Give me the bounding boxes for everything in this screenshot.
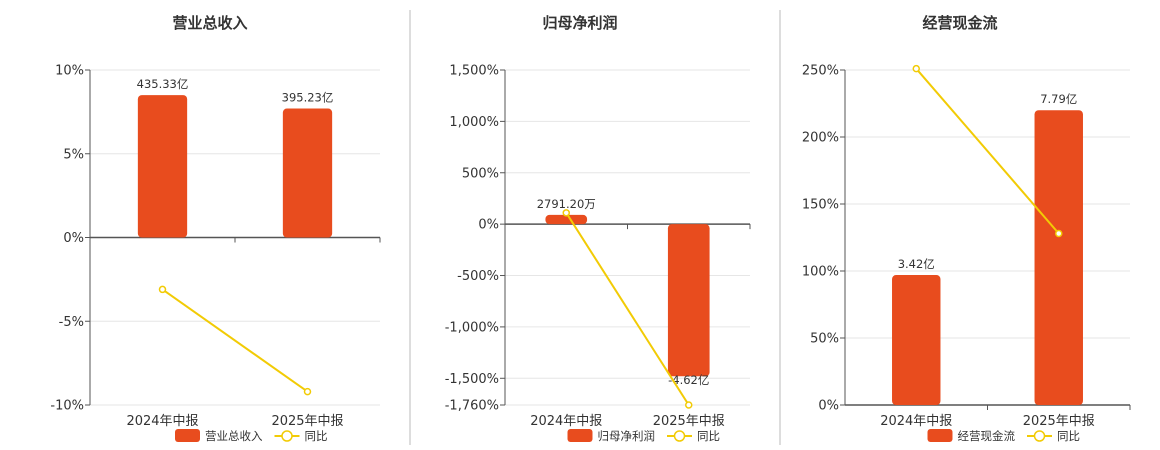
bar-data-label: -4.62亿 bbox=[668, 373, 709, 387]
y-tick-label: -1,760% bbox=[445, 399, 499, 414]
y-tick-label: 5% bbox=[63, 147, 84, 162]
y-tick-label: 10% bbox=[55, 64, 84, 79]
yoy-point bbox=[912, 64, 920, 73]
legend-bar-label: 营业总收入 bbox=[205, 429, 263, 443]
legend-bar-swatch bbox=[567, 429, 593, 442]
yoy-line bbox=[915, 68, 1060, 235]
bar bbox=[667, 224, 710, 377]
x-category-label: 2025年中报 bbox=[1023, 414, 1095, 429]
legend-line-label: 同比 bbox=[1057, 429, 1080, 443]
y-tick-label: 1,500% bbox=[449, 64, 499, 79]
y-tick-label: 500% bbox=[462, 166, 499, 181]
bar-data-label: 7.79亿 bbox=[1040, 92, 1077, 106]
legend-bar-label: 经营现金流 bbox=[958, 429, 1016, 443]
yoy-point bbox=[1055, 229, 1063, 238]
yoy-line bbox=[161, 288, 309, 393]
yoy-point bbox=[562, 209, 570, 217]
bar bbox=[1034, 110, 1083, 405]
chart-title: 归母净利润 bbox=[542, 14, 617, 32]
y-tick-label: -1,000% bbox=[445, 320, 499, 335]
bar-data-label: 3.42亿 bbox=[898, 257, 935, 271]
bar bbox=[282, 108, 333, 238]
legend-bar-label: 归母净利润 bbox=[598, 429, 656, 443]
y-tick-label: 0% bbox=[818, 399, 839, 414]
y-tick-label: 0% bbox=[63, 231, 84, 246]
y-tick-label: -500% bbox=[457, 269, 499, 284]
legend-line-marker bbox=[1033, 430, 1046, 442]
y-tick-label: 1,000% bbox=[449, 115, 499, 130]
legend-bar-swatch bbox=[175, 429, 200, 442]
y-tick-label: -1,500% bbox=[445, 372, 499, 387]
x-category-label: 2024年中报 bbox=[530, 414, 602, 429]
chart-title: 经营现金流 bbox=[922, 14, 997, 32]
bar-data-label: 435.33亿 bbox=[137, 77, 189, 91]
legend-line-marker bbox=[673, 430, 686, 442]
y-tick-label: 150% bbox=[802, 198, 839, 213]
yoy-point bbox=[685, 401, 693, 409]
x-category-label: 2024年中报 bbox=[126, 414, 198, 429]
y-tick-label: 100% bbox=[802, 265, 839, 280]
y-tick-label: 0% bbox=[478, 218, 499, 233]
legend-line-label: 同比 bbox=[697, 429, 720, 443]
y-tick-label: 200% bbox=[802, 131, 839, 146]
chart-title: 营业总收入 bbox=[172, 14, 247, 32]
y-tick-label: -10% bbox=[50, 399, 84, 414]
y-tick-label: -5% bbox=[59, 315, 84, 330]
yoy-point bbox=[158, 285, 167, 294]
x-category-label: 2025年中报 bbox=[653, 414, 725, 429]
yoy-line bbox=[565, 212, 690, 406]
yoy-point bbox=[303, 387, 312, 396]
bar-data-label: 395.23亿 bbox=[282, 91, 334, 105]
bar bbox=[137, 95, 188, 238]
x-category-label: 2024年中报 bbox=[880, 414, 952, 429]
y-tick-label: 250% bbox=[802, 64, 839, 79]
bar bbox=[545, 214, 588, 225]
legend-line-label: 同比 bbox=[305, 429, 328, 443]
legend-line-marker bbox=[281, 430, 293, 442]
x-category-label: 2025年中报 bbox=[271, 414, 343, 429]
bar-data-label: 2791.20万 bbox=[537, 197, 596, 211]
bar bbox=[892, 275, 941, 405]
y-tick-label: 50% bbox=[810, 332, 839, 347]
legend-bar-swatch bbox=[927, 429, 953, 442]
